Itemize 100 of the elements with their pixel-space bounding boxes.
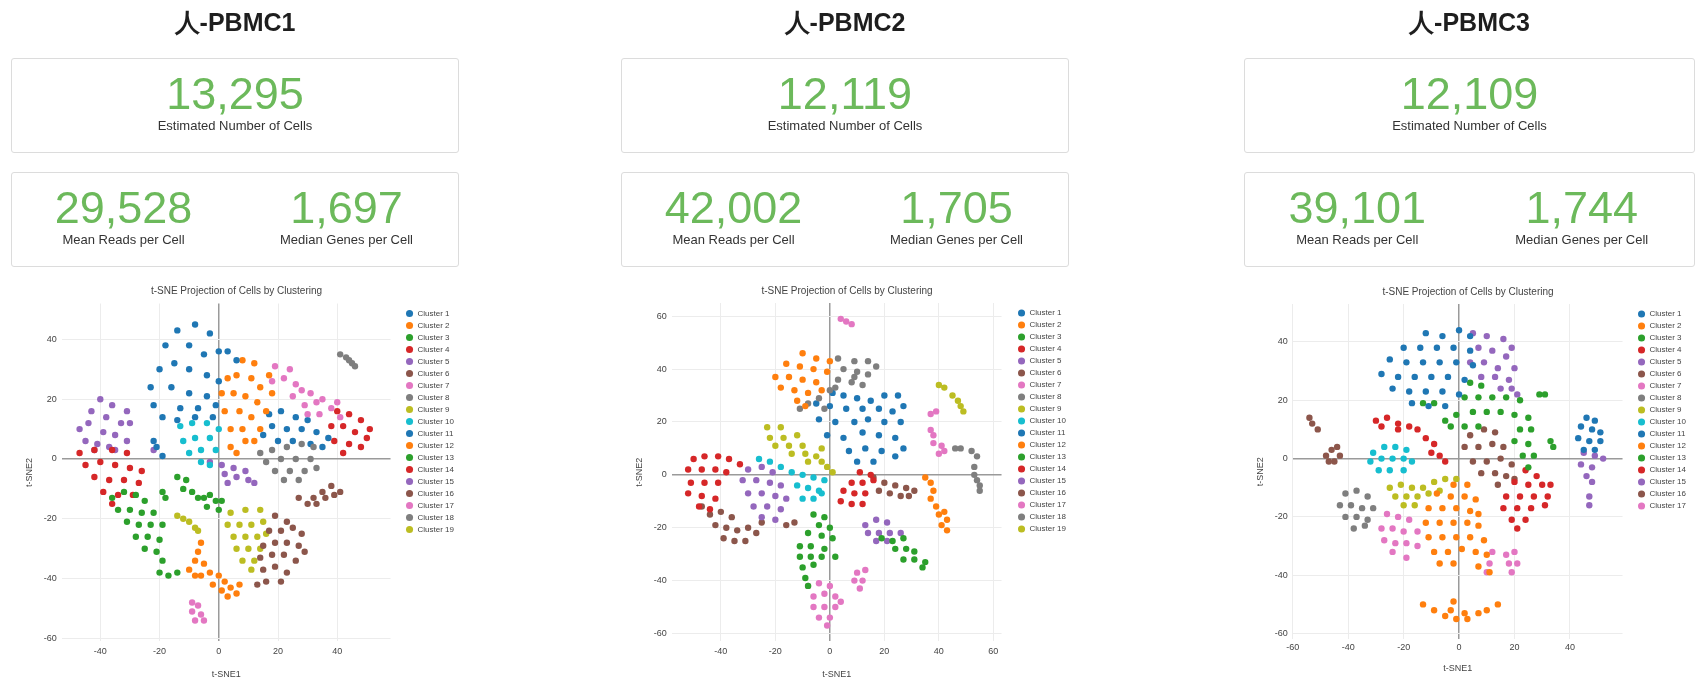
legend-label: Cluster 17 [417, 500, 455, 510]
legend-label: Cluster 16 [1649, 489, 1687, 499]
y-axis-title: t-SNE2 [633, 457, 644, 487]
y-axis-title: t-SNE2 [23, 457, 34, 487]
x-axis-title: t-SNE1 [822, 669, 852, 680]
y-tick-label: 40 [656, 363, 667, 374]
y-tick-label: 0 [51, 453, 57, 464]
legend-label: Cluster 16 [417, 488, 455, 498]
legend-label: Cluster 4 [417, 344, 451, 354]
x-tick-label: -60 [1286, 642, 1300, 653]
legend-label: Cluster 11 [417, 428, 454, 438]
legend-label: Cluster 19 [417, 524, 455, 534]
text: 39,101 [1287, 182, 1428, 233]
y-tick-label: 20 [46, 393, 57, 404]
x-tick-label: 40 [933, 646, 944, 657]
y-tick-label: -20 [1274, 511, 1288, 522]
legend-label: Cluster 18 [1029, 512, 1067, 522]
legend-label: Cluster 12 [1029, 440, 1067, 450]
x-tick-label: -40 [1341, 642, 1355, 653]
legend-label: Cluster 17 [1649, 501, 1687, 511]
y-tick-label: 0 [1282, 453, 1288, 464]
text: Mean Reads per Cell [1295, 232, 1420, 248]
x-axis-title: t-SNE1 [211, 669, 241, 680]
text: 13,295 [165, 68, 305, 119]
text: 12,109 [1399, 68, 1540, 119]
legend-label: Cluster 9 [1029, 404, 1063, 414]
legend-label: Cluster 17 [1029, 500, 1067, 510]
chart-title: t-SNE Projection of Cells by Clustering [150, 285, 323, 297]
legend-label: Cluster 4 [1649, 345, 1683, 355]
text: Estimated Number of Cells [1391, 118, 1548, 134]
legend-label: Cluster 11 [1029, 428, 1066, 438]
legend-label: Cluster 12 [1649, 441, 1687, 451]
legend-label: Cluster 13 [1649, 453, 1687, 463]
legend-label: Cluster 9 [1649, 405, 1683, 415]
legend-label: Cluster 18 [417, 512, 455, 522]
legend-label: Cluster 7 [1029, 380, 1063, 390]
legend-label: Cluster 8 [417, 392, 451, 402]
x-tick-label: -20 [153, 646, 167, 657]
legend-label: Cluster 16 [1029, 488, 1067, 498]
y-tick-label: 40 [1277, 336, 1288, 347]
x-tick-label: 0 [1456, 642, 1462, 653]
y-tick-label: -40 [653, 575, 667, 586]
legend-label: Cluster 5 [417, 356, 451, 366]
x-tick-label: 40 [1564, 642, 1575, 653]
legend-label: Cluster 10 [1029, 416, 1067, 426]
text: 42,002 [663, 182, 804, 233]
legend-label: Cluster 7 [417, 380, 451, 390]
legend-label: Cluster 14 [417, 464, 455, 474]
text: Estimated Number of Cells [766, 118, 924, 134]
y-tick-label: -60 [43, 632, 57, 643]
legend-label: Cluster 1 [1029, 308, 1063, 318]
y-tick-label: 60 [656, 310, 667, 321]
legend-label: Cluster 9 [417, 404, 451, 414]
y-tick-label: -20 [653, 522, 667, 533]
legend-label: Cluster 13 [1029, 452, 1067, 462]
text: 人-PBMC3 [1408, 7, 1531, 37]
legend-label: Cluster 5 [1029, 356, 1063, 366]
legend-label: Cluster 2 [1649, 321, 1683, 331]
legend-label: Cluster 1 [1649, 309, 1683, 319]
legend-label: Cluster 8 [1649, 393, 1683, 403]
legend-label: Cluster 5 [1649, 357, 1683, 367]
text: Median Genes per Cell [889, 232, 1024, 248]
legend-label: Cluster 3 [1029, 332, 1063, 342]
text: 12,119 [776, 68, 914, 119]
text: 29,528 [53, 182, 194, 233]
chart-title: t-SNE Projection of Cells by Clustering [761, 284, 933, 296]
x-tick-label: 20 [879, 646, 890, 657]
legend-label: Cluster 6 [417, 368, 451, 378]
legend-label: Cluster 1 [417, 308, 451, 318]
chart-title: t-SNE Projection of Cells by Clustering [1382, 285, 1554, 297]
x-tick-label: 20 [1509, 642, 1520, 653]
legend-label: Cluster 3 [1649, 333, 1683, 343]
text: 人-PBMC1 [173, 7, 297, 37]
legend-label: Cluster 12 [417, 440, 455, 450]
x-tick-label: -40 [93, 646, 107, 657]
y-axis-title: t-SNE2 [1254, 457, 1265, 487]
legend-label: Cluster 7 [1649, 381, 1683, 391]
legend-label: Cluster 4 [1029, 344, 1063, 354]
y-tick-label: -40 [43, 573, 57, 584]
y-tick-label: -60 [1274, 628, 1288, 639]
text: 人-PBMC2 [783, 7, 907, 37]
y-tick-label: 40 [46, 333, 57, 344]
legend-label: Cluster 6 [1649, 369, 1683, 379]
legend-label: Cluster 10 [417, 416, 455, 426]
x-tick-label: -20 [768, 646, 782, 657]
text: Estimated Number of Cells [156, 118, 314, 134]
y-tick-label: 0 [661, 469, 667, 480]
legend-label: Cluster 10 [1649, 417, 1687, 427]
legend-label: Cluster 2 [1029, 320, 1063, 330]
legend-label: Cluster 15 [417, 476, 455, 486]
x-tick-label: -20 [1397, 642, 1411, 653]
text: 1,744 [1524, 182, 1640, 233]
x-tick-label: 0 [216, 646, 222, 657]
legend-label: Cluster 11 [1649, 429, 1686, 439]
x-tick-label: 0 [827, 646, 833, 657]
text: 1,697 [289, 182, 404, 233]
legend-label: Cluster 14 [1029, 464, 1067, 474]
x-axis-title: t-SNE1 [1443, 663, 1473, 674]
legend-label: Cluster 14 [1649, 465, 1687, 475]
text: Mean Reads per Cell [61, 232, 186, 248]
